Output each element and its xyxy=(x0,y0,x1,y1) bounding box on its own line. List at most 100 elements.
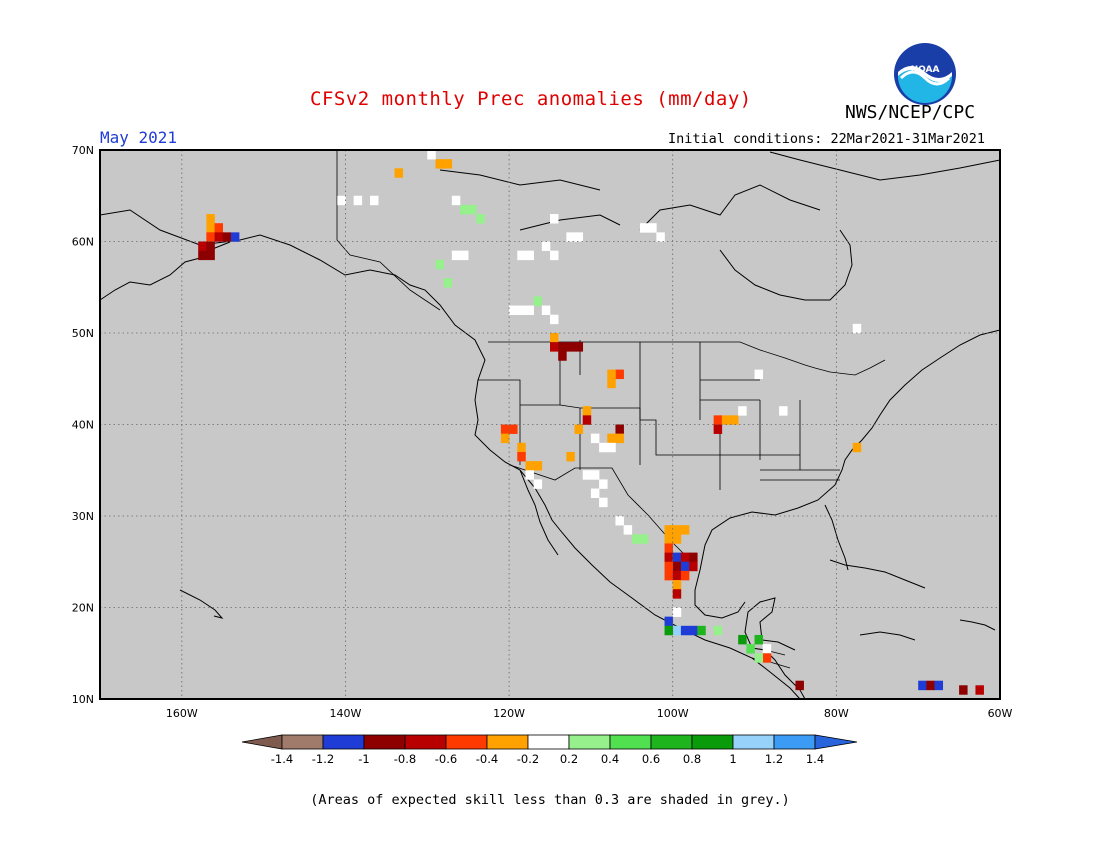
anomaly-cell xyxy=(214,232,224,242)
anomaly-cell xyxy=(566,451,575,462)
anomaly-cell xyxy=(656,232,665,242)
svg-text:NOAA: NOAA xyxy=(911,65,940,75)
anomaly-cell xyxy=(721,415,731,425)
anomaly-cell xyxy=(525,470,534,480)
anomaly-cell xyxy=(509,305,518,315)
anomaly-cell xyxy=(206,241,215,251)
anomaly-cell xyxy=(582,470,592,480)
anomaly-cell xyxy=(762,644,772,654)
anomaly-cell xyxy=(926,680,935,691)
lat-tick-label: 30N xyxy=(72,510,94,523)
legend-swatch xyxy=(404,734,447,750)
anomaly-cell xyxy=(574,232,584,242)
anomaly-cell xyxy=(680,625,690,636)
anomaly-cell xyxy=(615,424,624,434)
lat-tick-label: 60N xyxy=(72,236,94,249)
legend-tick-label: -1.4 xyxy=(271,752,293,766)
anomaly-cell xyxy=(509,424,518,434)
legend-tick-label: 1.4 xyxy=(806,752,824,766)
anomaly-cell xyxy=(672,580,682,590)
anomaly-cell xyxy=(738,406,747,416)
anomaly-cell xyxy=(582,415,592,425)
anomaly-cell xyxy=(460,250,469,261)
forecast-period-label: May 2021 xyxy=(100,128,178,147)
anomaly-cell xyxy=(664,534,674,544)
anomaly-cell xyxy=(427,150,436,160)
anomaly-cell xyxy=(795,680,804,691)
map-title: CFSv2 monthly Prec anomalies (mm/day) xyxy=(310,88,752,110)
anomaly-cell xyxy=(517,442,526,453)
anomaly-cell xyxy=(672,561,682,572)
anomaly-cell xyxy=(713,424,723,434)
anomaly-cell xyxy=(517,250,526,261)
legend-tick-label: -0.8 xyxy=(394,752,416,766)
anomaly-cell xyxy=(672,570,682,581)
legend-tick-label: 0.2 xyxy=(560,752,578,766)
anomaly-cell xyxy=(664,625,674,636)
anomaly-cell xyxy=(934,680,944,691)
anomaly-cell xyxy=(525,461,534,471)
legend-tick-label: -1.2 xyxy=(312,752,334,766)
lon-tick-label: 140W xyxy=(330,707,362,720)
anomaly-cell xyxy=(550,214,559,224)
lon-tick-label: 100W xyxy=(657,707,689,720)
legend-swatch xyxy=(445,734,488,750)
political-borders xyxy=(336,150,886,669)
legend-tick-label: 0.6 xyxy=(642,752,660,766)
anomaly-cell xyxy=(468,204,477,215)
anomaly-cell xyxy=(500,433,510,444)
anomaly-cell xyxy=(590,470,600,480)
anomaly-cell xyxy=(550,333,559,343)
anomaly-cell xyxy=(574,424,584,434)
anomaly-cell xyxy=(754,634,764,645)
anomaly-cell xyxy=(443,159,453,169)
lon-tick-label: 60W xyxy=(988,707,1013,720)
anomaly-cell xyxy=(566,232,575,242)
legend-tick-label: 0.4 xyxy=(601,752,619,766)
anomaly-cell xyxy=(672,534,682,544)
latitude-labels: 70N 60N 50N 40N 30N 20N 10N xyxy=(72,144,94,706)
anomaly-cell xyxy=(648,223,657,233)
anomaly-cell xyxy=(435,159,444,169)
legend-swatch xyxy=(650,734,693,750)
anomaly-cell xyxy=(852,442,862,453)
anomaly-cell xyxy=(500,424,510,434)
anomaly-cell xyxy=(672,625,682,636)
anomaly-cell xyxy=(615,369,624,380)
anomaly-cell xyxy=(370,195,379,206)
anomaly-cell xyxy=(754,653,764,663)
legend-tick-label: -0.2 xyxy=(517,752,539,766)
anomaly-cell xyxy=(672,552,682,563)
anomaly-cell xyxy=(206,223,215,233)
anomaly-cell xyxy=(574,342,584,352)
anomaly-cell xyxy=(959,685,968,695)
anomaly-cell xyxy=(607,442,616,453)
gridlines xyxy=(100,150,1000,699)
anomaly-cell xyxy=(198,250,207,261)
anomaly-cell xyxy=(337,195,346,206)
anomaly-cell xyxy=(558,342,567,352)
anomaly-cell xyxy=(672,607,682,617)
anomaly-cell xyxy=(746,644,755,654)
legend-swatch xyxy=(609,734,652,750)
anomaly-cell xyxy=(550,314,559,325)
anomaly-cell xyxy=(607,433,616,444)
legend-tick-label: 1.2 xyxy=(765,752,783,766)
anomaly-cell xyxy=(680,552,690,563)
anomaly-cell xyxy=(664,616,674,627)
lat-tick-label: 20N xyxy=(72,602,94,615)
legend-swatch xyxy=(281,734,324,750)
anomaly-cell xyxy=(443,278,453,288)
map-frame xyxy=(99,149,1001,700)
legend-arrow-high xyxy=(814,734,858,750)
anomaly-cell xyxy=(533,479,543,489)
anomaly-cell xyxy=(689,552,698,563)
anomaly-cell xyxy=(517,305,526,315)
lat-tick-label: 70N xyxy=(72,144,94,157)
anomaly-cell xyxy=(206,232,215,242)
anomaly-cells xyxy=(198,150,984,695)
anomaly-cell xyxy=(640,223,649,233)
anomaly-cell xyxy=(533,296,543,306)
anomaly-cell xyxy=(918,680,927,691)
